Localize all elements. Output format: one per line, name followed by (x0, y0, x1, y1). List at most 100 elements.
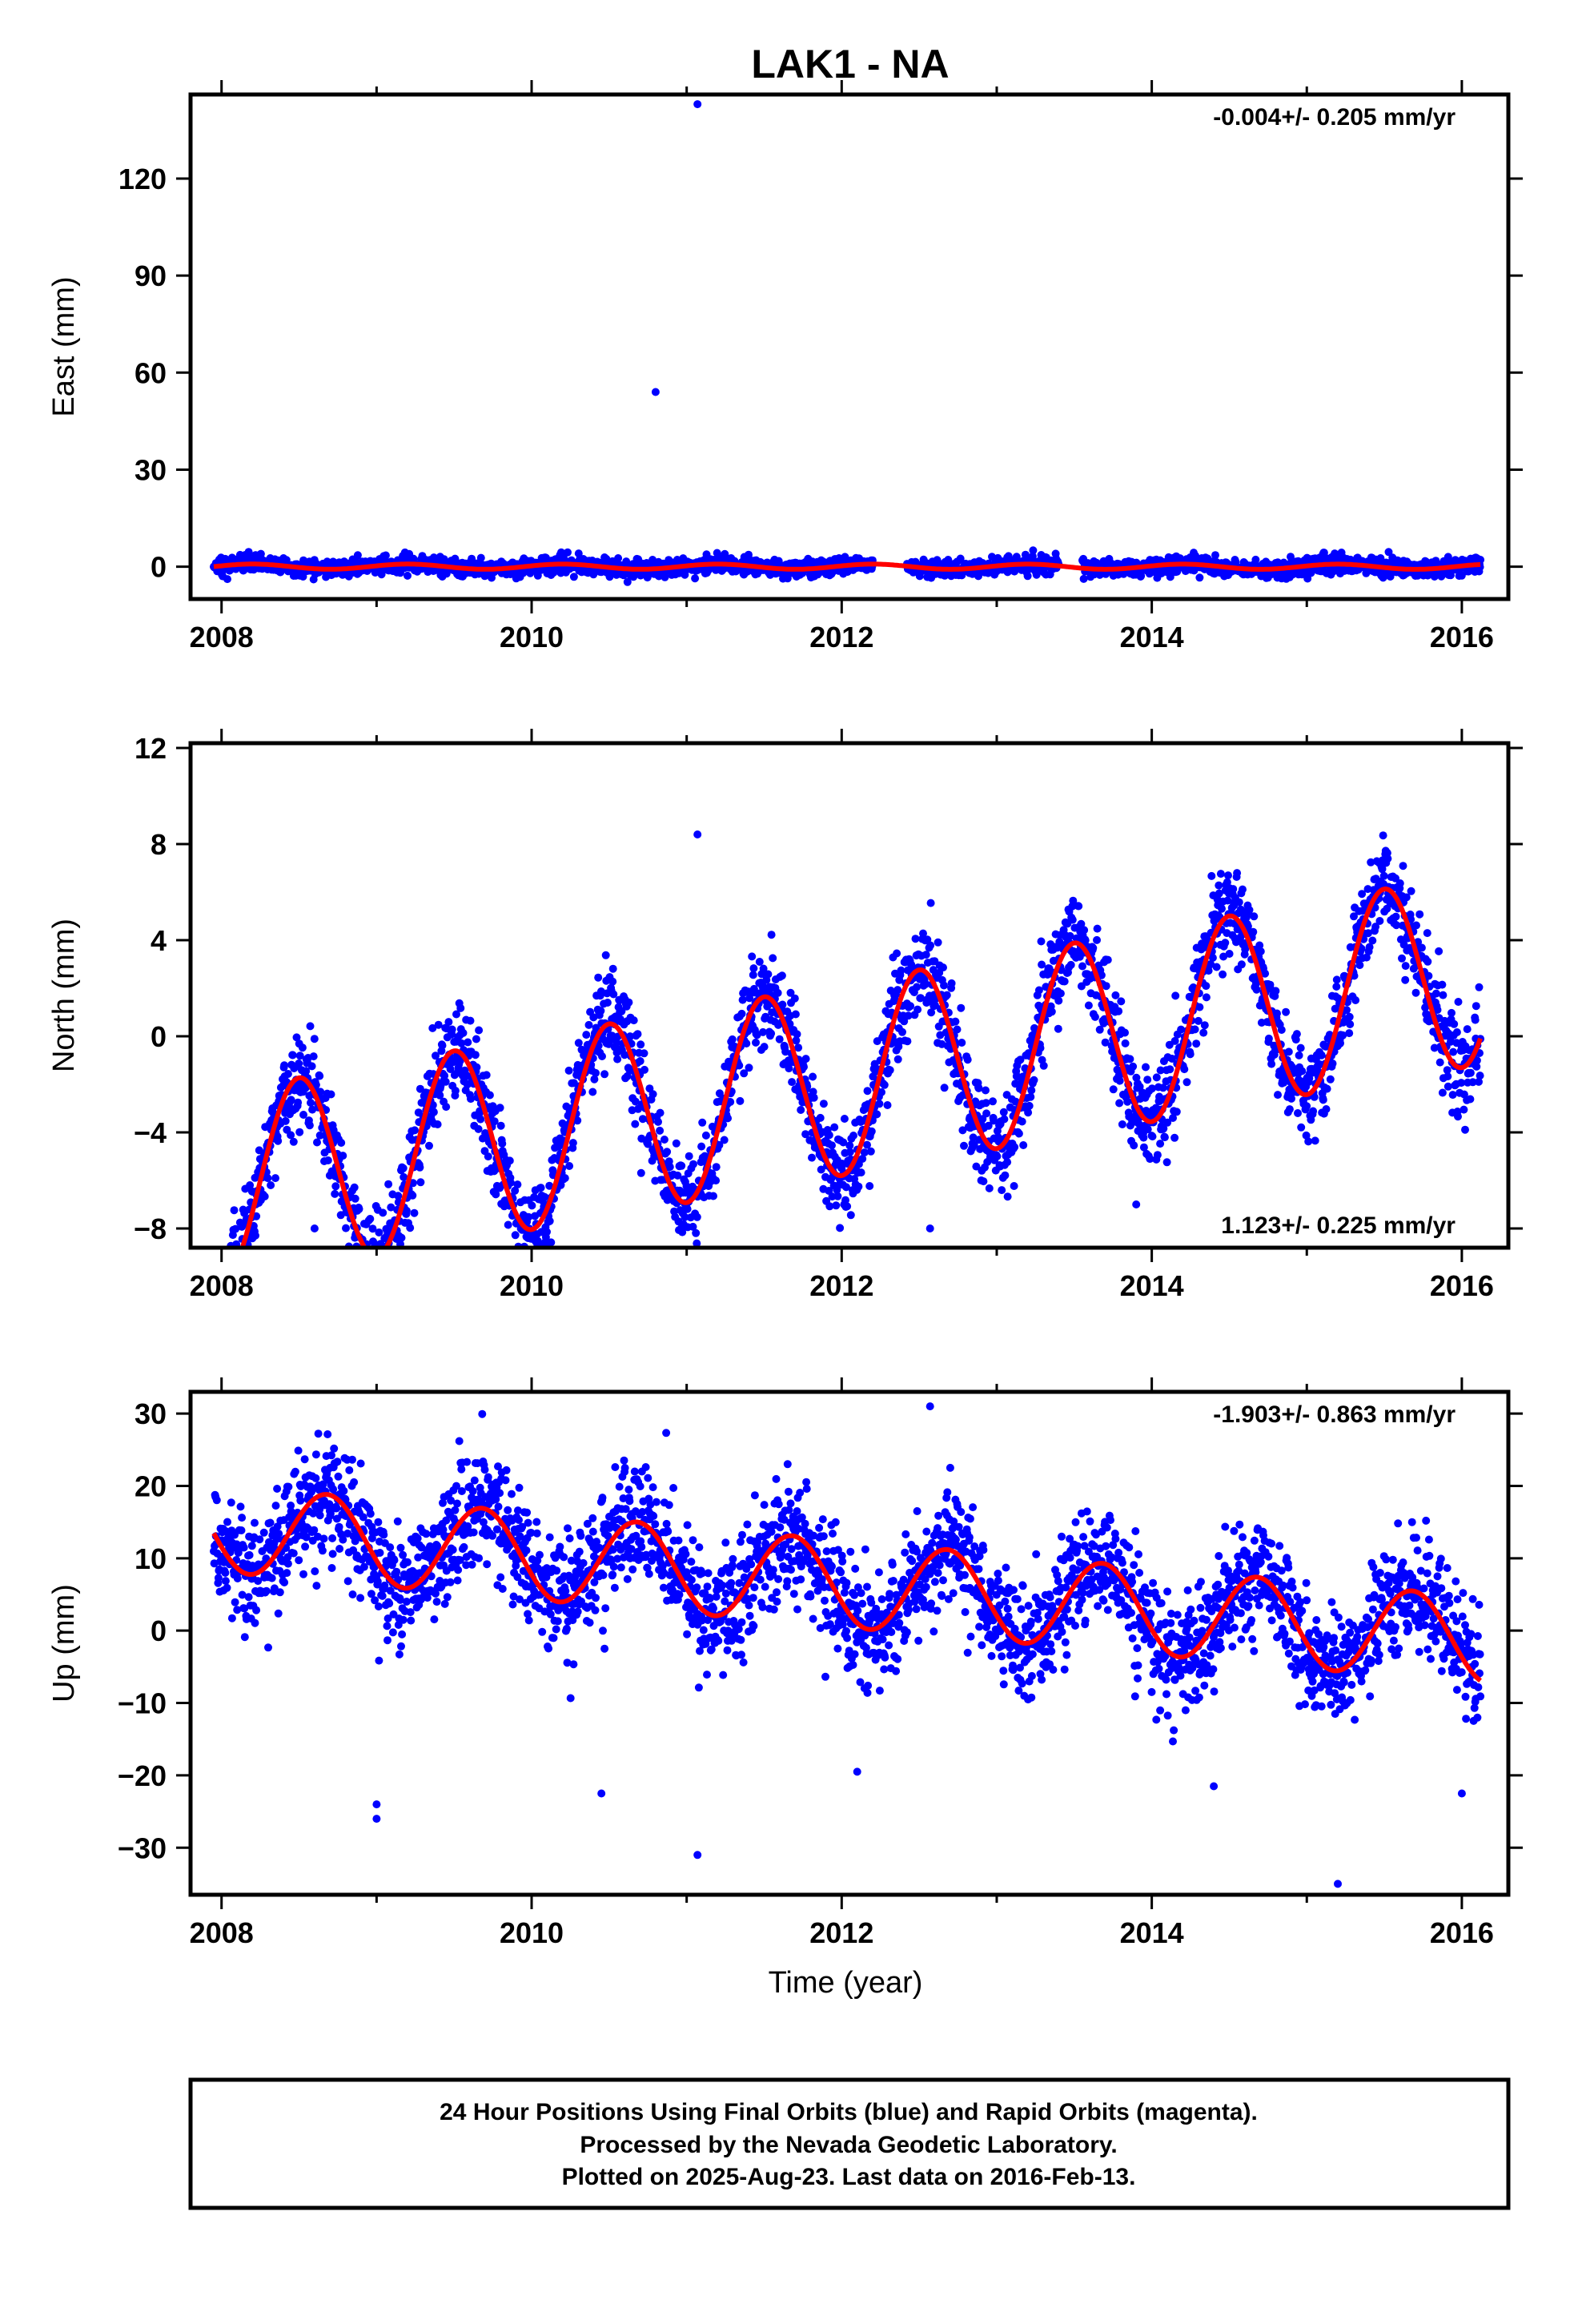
north-data-point (397, 1265, 405, 1273)
north-data-point (432, 1051, 440, 1060)
east-data-point (1287, 553, 1295, 561)
north-data-point (425, 1141, 433, 1150)
north-data-point (582, 1031, 591, 1039)
north-data-point (1056, 989, 1065, 998)
north-data-point (1156, 1066, 1165, 1075)
north-data-point (1202, 982, 1211, 991)
north-data-point (786, 988, 795, 997)
north-data-point (547, 1238, 556, 1247)
east-y-tick-label: 0 (151, 551, 167, 584)
north-data-point (1216, 870, 1225, 879)
north-data-point (1000, 1115, 1009, 1124)
north-data-point (271, 1174, 279, 1183)
north-data-point (777, 971, 786, 980)
north-data-point (1223, 878, 1231, 887)
north-data-point (363, 1301, 371, 1309)
north-data-point (535, 1261, 543, 1269)
north-data-point (875, 1100, 884, 1108)
north-data-point (738, 995, 747, 1004)
north-data-point (387, 1276, 396, 1284)
north-data-point (857, 1168, 865, 1177)
north-data-point (1229, 885, 1238, 894)
north-data-point (893, 949, 901, 958)
north-data-point (379, 1208, 387, 1217)
north-data-point (893, 1055, 902, 1063)
east-data-point (1195, 573, 1204, 582)
north-data-point (310, 1035, 319, 1043)
north-data-point (916, 994, 925, 1003)
north-data-point (942, 991, 951, 999)
north-data-point (216, 1301, 224, 1309)
north-data-point (1034, 986, 1043, 995)
north-data-point (380, 1260, 388, 1268)
north-data-point (633, 1030, 642, 1039)
north-data-point (281, 1116, 290, 1125)
north-data-point (378, 1269, 386, 1277)
east-x-tick-label: 2016 (1430, 621, 1494, 653)
north-data-point (568, 1139, 577, 1148)
north-data-point (724, 1114, 732, 1123)
north-data-point (769, 954, 777, 963)
east-data-point (223, 575, 231, 584)
north-data-point (359, 1276, 367, 1284)
north-data-point (1077, 919, 1086, 928)
north-data-point (808, 1153, 816, 1162)
north-data-point (400, 1172, 408, 1181)
north-data-point (505, 1156, 514, 1165)
north-data-point (603, 999, 612, 1007)
north-data-point (387, 1203, 396, 1212)
north-data-point (472, 1035, 480, 1043)
north-data-point (913, 983, 921, 991)
north-data-point (350, 1183, 359, 1192)
north-data-point (926, 899, 935, 907)
north-data-point (358, 1256, 366, 1265)
north-data-point (640, 1065, 648, 1074)
north-data-point (781, 1047, 790, 1056)
north-data-point (1109, 1085, 1118, 1094)
north-data-point (836, 1224, 845, 1232)
north-data-point (295, 1059, 303, 1068)
north-data-point (998, 1186, 1006, 1195)
east-data-point (1376, 554, 1385, 562)
north-data-point (628, 1106, 636, 1115)
north-data-point (972, 1162, 981, 1171)
east-data-point (1251, 555, 1260, 564)
east-data-point (381, 551, 390, 560)
north-data-point (939, 963, 947, 972)
north-data-point (241, 1261, 249, 1269)
north-data-point (953, 1025, 962, 1034)
north-data-point (406, 1224, 415, 1232)
north-data-point (773, 988, 782, 997)
north-data-point (389, 1268, 397, 1276)
north-data-point (898, 1027, 906, 1036)
north-data-point (911, 935, 920, 943)
north-data-point (456, 1003, 465, 1012)
east-data-point (614, 554, 623, 562)
east-x-tick-label: 2010 (500, 621, 564, 653)
north-data-point (354, 1259, 362, 1267)
north-data-point (411, 1126, 419, 1135)
north-data-point (408, 1179, 417, 1188)
north-data-point (1215, 889, 1223, 898)
north-data-point (885, 1066, 894, 1075)
east-frame (188, 92, 1511, 601)
north-data-point (471, 1051, 480, 1059)
north-data-point (240, 1260, 248, 1268)
east-data-point (623, 577, 632, 586)
north-data-point (906, 1002, 915, 1011)
north-data-point (1038, 960, 1046, 969)
north-data-point (377, 1258, 385, 1266)
north-data-point (656, 1126, 665, 1135)
north-data-point (1148, 1084, 1156, 1093)
north-data-point (376, 1256, 384, 1264)
north-data-point (1195, 1003, 1204, 1011)
north-data-point (1224, 871, 1232, 880)
north-data-point (930, 1001, 939, 1010)
north-data-point (809, 1072, 817, 1081)
north-data-point (1101, 1038, 1110, 1047)
north-data-point (239, 1255, 247, 1263)
north-data-point (843, 1202, 852, 1211)
north-data-point (715, 1140, 724, 1149)
north-data-point (299, 1111, 307, 1119)
north-data-point (358, 1266, 366, 1274)
